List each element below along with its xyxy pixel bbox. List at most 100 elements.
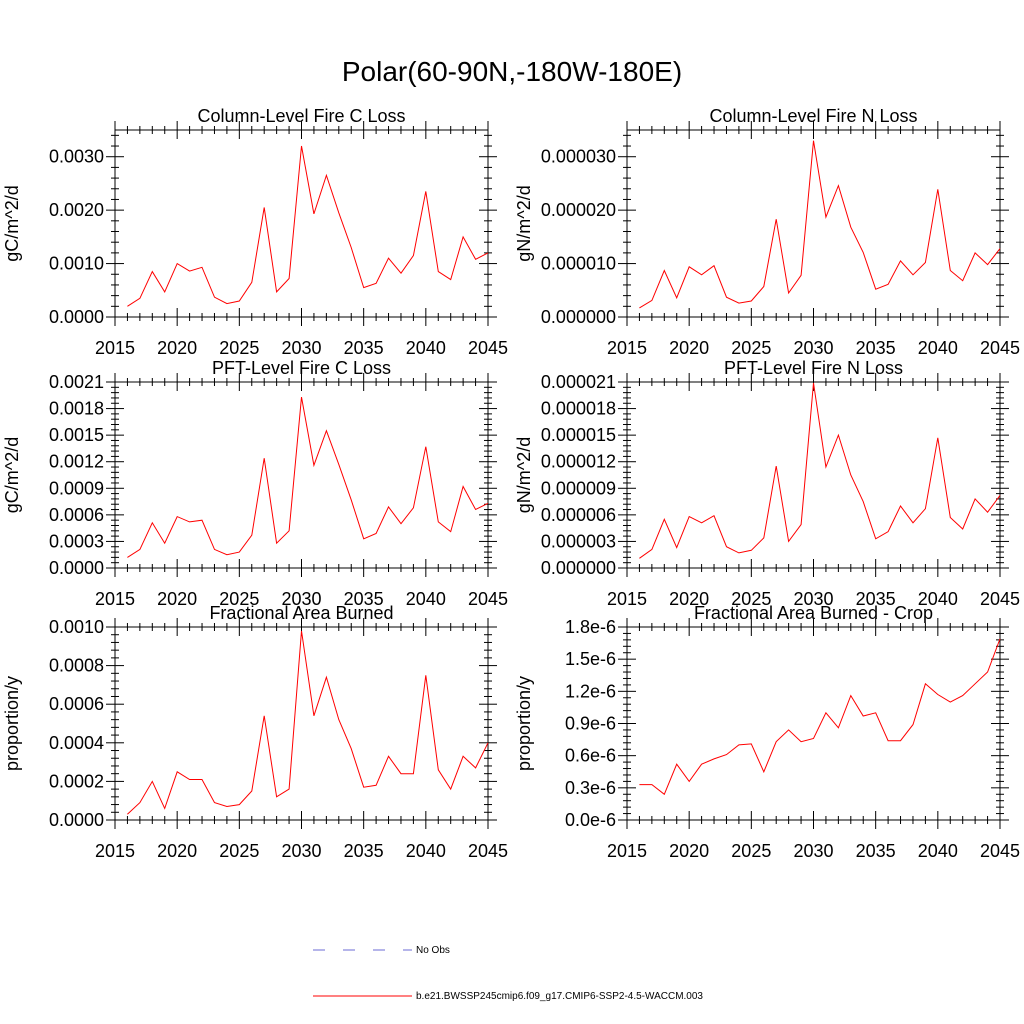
x-tick-label: 2030 [281,338,321,358]
chart-panel: Fractional Area Burned - Crop proportion/… [514,603,1020,861]
chart-panel: PFT-Level Fire C Loss gC/m^2/d 2015 2020 202… [2,358,508,609]
y-tick-label: 0.000020 [541,200,616,220]
y-tick-label: 0.0003 [49,531,104,551]
y-tick-label: 0.000021 [541,372,616,392]
series-line [127,145,489,307]
x-tick-label: 2025 [219,589,259,609]
x-tick-label: 2045 [468,338,508,358]
plot-frame [626,626,1001,821]
x-tick-label: 2040 [918,589,958,609]
y-tick-label: 0.000018 [541,399,616,419]
legend-obs-label: No Obs [416,945,450,956]
y-tick-label: 0.000003 [541,531,616,551]
chart-panel: Column-Level Fire C Loss gC/m^2/d 2015 2020… [2,106,508,358]
y-tick-label: 0.000030 [541,147,616,167]
y-tick-label: 0.0006 [49,694,104,714]
x-tick-label: 2015 [95,589,135,609]
y-tick-label: 0.3e-6 [565,778,616,798]
chart-panel: Column-Level Fire N Loss gN/m^2/d 2015 2020… [514,106,1020,358]
x-tick-label: 2040 [406,589,446,609]
y-tick-label: 0.0006 [49,505,104,525]
y-tick-label: 0.0008 [49,656,104,676]
x-tick-label: 2020 [669,841,709,861]
y-tick-label: 0.0000 [49,558,104,578]
chart-title: PFT-Level Fire N Loss [724,358,903,378]
x-tick-label: 2020 [157,841,197,861]
chart-panel: Fractional Area Burned proportion/y 2015 20… [2,603,508,861]
y-tick-label: 0.000012 [541,452,616,472]
y-tick-label: 0.0000 [49,307,104,327]
y-tick-label: 0.0021 [49,372,104,392]
x-tick-label: 2030 [793,841,833,861]
chart-title: Fractional Area Burned [209,603,393,623]
y-tick-label: 0.000010 [541,254,616,274]
chart-panels: Column-Level Fire C Loss gC/m^2/d 2015 2020… [2,106,1020,861]
series-line [127,630,489,815]
figure-title: Polar(60-90N,-180W-180E) [341,56,683,87]
x-tick-label: 2040 [918,841,958,861]
x-tick-label: 2030 [281,589,321,609]
y-axis-label: proportion/y [2,676,22,771]
legend-model-label: b.e21.BWSSP245cmip6.f09_g17.CMIP6-SSP2-4… [416,991,703,1002]
y-tick-label: 0.000006 [541,505,616,525]
chart-title: Fractional Area Burned - Crop [694,603,933,623]
y-tick-label: 0.0000 [49,810,104,830]
series-line [639,140,1001,309]
x-tick-label: 2015 [607,841,647,861]
x-tick-label: 2025 [731,338,771,358]
plot-frame [114,129,489,318]
x-tick-label: 2015 [95,338,135,358]
series-line [639,382,1001,559]
x-tick-label: 2035 [856,338,896,358]
y-tick-label: 1.5e-6 [565,649,616,669]
x-tick-label: 2025 [219,841,259,861]
series-line [127,397,489,558]
x-tick-label: 2020 [157,589,197,609]
y-tick-label: 0.0004 [49,733,104,753]
x-tick-label: 2015 [607,338,647,358]
x-tick-label: 2045 [468,841,508,861]
y-tick-label: 1.2e-6 [565,681,616,701]
y-tick-label: 1.8e-6 [565,617,616,637]
series-line [639,638,1001,796]
y-tick-label: 0.000015 [541,425,616,445]
y-tick-label: 0.0010 [49,254,104,274]
y-tick-label: 0.9e-6 [565,714,616,734]
x-tick-label: 2025 [731,841,771,861]
y-tick-label: 0.0015 [49,425,104,445]
x-tick-label: 2035 [856,589,896,609]
y-tick-label: 0.0e-6 [565,810,616,830]
x-tick-label: 2045 [980,841,1020,861]
x-tick-label: 2030 [793,589,833,609]
x-tick-label: 2035 [344,841,384,861]
x-tick-label: 2040 [918,338,958,358]
y-axis-label: gC/m^2/d [2,437,22,513]
y-tick-label: 0.0012 [49,452,104,472]
x-tick-label: 2015 [95,841,135,861]
y-tick-label: 0.000009 [541,478,616,498]
y-tick-label: 0.0002 [49,771,104,791]
y-axis-label: gN/m^2/d [514,185,534,261]
y-tick-label: 0.0010 [49,617,104,637]
plot-frame [626,129,1001,318]
x-tick-label: 2025 [731,589,771,609]
x-tick-label: 2030 [281,841,321,861]
x-tick-label: 2020 [669,589,709,609]
x-tick-label: 2040 [406,338,446,358]
y-tick-label: 0.000000 [541,558,616,578]
y-tick-label: 0.0020 [49,200,104,220]
x-tick-label: 2035 [344,589,384,609]
chart-title: Column-Level Fire N Loss [709,106,917,126]
x-tick-label: 2030 [793,338,833,358]
plot-frame [114,381,489,569]
chart-panel: PFT-Level Fire N Loss gN/m^2/d 2015 2020 202… [514,358,1020,609]
x-tick-label: 2045 [980,338,1020,358]
x-tick-label: 2045 [980,589,1020,609]
legend: No Obs b.e21.BWSSP245cmip6.f09_g17.CMIP6… [313,945,703,1002]
x-tick-label: 2015 [607,589,647,609]
x-tick-label: 2045 [468,589,508,609]
chart-title: Column-Level Fire C Loss [197,106,405,126]
x-tick-label: 2020 [669,338,709,358]
x-tick-label: 2035 [344,338,384,358]
